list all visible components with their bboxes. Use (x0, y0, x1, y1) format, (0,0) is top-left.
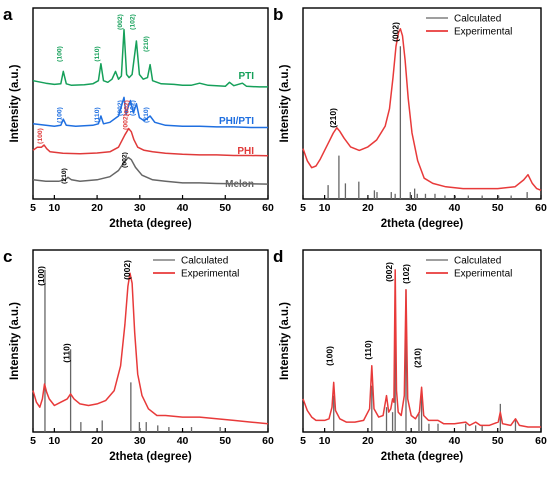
panel-letter: c (3, 247, 12, 266)
peak-label: (210) (328, 108, 338, 128)
peak-label: (210) (143, 107, 150, 123)
series-line-phi (32, 127, 269, 157)
y-axis-label: Intensity (a.u.) (9, 302, 21, 380)
legend-label: Calculated (454, 256, 501, 267)
x-tick-label: 50 (219, 202, 231, 214)
legend-label: Experimental (454, 27, 512, 38)
peak-label: (002) (121, 152, 128, 168)
peak-label: (002) (123, 100, 130, 116)
series-line-pti (32, 28, 268, 88)
panel-d: d 5 10 20 30 40 50 60 2theta (degree) Intensity (… (273, 247, 547, 463)
x-tick-label: 20 (362, 435, 374, 447)
series-name-label: Melon (225, 179, 254, 190)
peak-label: (110) (62, 343, 72, 363)
peak-label: (102) (129, 100, 136, 116)
x-tick-label: 60 (262, 202, 274, 214)
x-tick-label: 30 (405, 435, 417, 447)
panel-letter: a (3, 5, 13, 24)
x-tick-label: 30 (405, 202, 417, 214)
x-tick-label: 50 (492, 435, 504, 447)
panel-a: a 5 10 20 30 40 50 60 2theta (degree) Intensity (… (3, 5, 274, 230)
peak-label: (002) (122, 260, 132, 280)
x-tick-label: 10 (319, 435, 331, 447)
peak-label: (100) (325, 346, 335, 366)
plot-frame (32, 249, 269, 433)
x-tick-label: 5 (30, 435, 36, 447)
plot-frame (302, 7, 542, 200)
x-tick-label: 60 (262, 435, 274, 447)
panel-c: c 5 10 20 30 40 50 60 2theta (degree) Intensity (… (3, 247, 274, 463)
x-tick-label: 40 (449, 202, 461, 214)
x-tick-label: 50 (492, 202, 504, 214)
x-tick-label: 50 (219, 435, 231, 447)
x-tick-label: 30 (134, 202, 146, 214)
peak-label: (210) (143, 36, 150, 52)
peak-label: (210) (413, 348, 423, 368)
x-axis-label: 2theta (degree) (109, 451, 192, 463)
series-line-melon (32, 156, 269, 185)
panel-b: b 5 10 20 30 40 50 60 2theta (degree) Intensity (… (273, 5, 547, 230)
x-tick-label: 10 (49, 435, 61, 447)
peak-label: (110) (94, 46, 101, 62)
x-axis-label: 2theta (degree) (381, 218, 464, 230)
experimental-line (302, 28, 542, 191)
peak-label: (100) (56, 107, 63, 123)
x-axis-label: 2theta (degree) (381, 451, 464, 463)
legend-label: Calculated (181, 256, 228, 267)
legend-label: Experimental (181, 269, 239, 280)
x-tick-label: 5 (300, 435, 306, 447)
x-axis-label: 2theta (degree) (109, 218, 192, 230)
peak-label: (100) (36, 266, 46, 286)
x-tick-label: 10 (49, 202, 61, 214)
peak-label: (210) (61, 168, 68, 184)
peak-label: (102) (129, 14, 136, 30)
y-axis-label: Intensity (a.u.) (9, 64, 21, 142)
x-tick-label: 60 (535, 435, 547, 447)
series-name-label: PHI (237, 146, 254, 157)
experimental-line (302, 269, 541, 428)
peak-label: (110) (94, 107, 101, 123)
x-tick-label: 20 (91, 202, 103, 214)
x-tick-label: 5 (300, 202, 306, 214)
panel-letter: b (273, 5, 283, 24)
peak-label: (002) (384, 262, 394, 282)
peak-label: (110) (363, 340, 373, 360)
x-tick-label: 5 (30, 202, 36, 214)
x-tick-label: 40 (177, 202, 189, 214)
panel-letter: d (273, 247, 283, 266)
peak-label: (100) (37, 128, 44, 144)
peak-label: (002) (123, 114, 130, 130)
legend-label: Experimental (454, 269, 512, 280)
peak-label: (100) (56, 46, 63, 62)
y-axis-label: Intensity (a.u.) (279, 64, 291, 142)
legend-label: Calculated (454, 14, 501, 25)
x-tick-label: 30 (134, 435, 146, 447)
peak-label: (002) (117, 14, 124, 30)
y-axis-label: Intensity (a.u.) (279, 302, 291, 380)
peak-label: (002) (117, 100, 124, 116)
experimental-line (32, 272, 269, 425)
x-tick-label: 40 (177, 435, 189, 447)
series-name-label: PTI (238, 71, 254, 82)
peak-label: (102) (401, 264, 411, 284)
peak-label: (002) (390, 22, 400, 42)
series-line-phi-pti (32, 96, 268, 129)
x-tick-label: 10 (319, 202, 331, 214)
x-tick-label: 20 (91, 435, 103, 447)
x-tick-label: 40 (449, 435, 461, 447)
plot-frame (32, 7, 269, 200)
x-tick-label: 60 (535, 202, 547, 214)
series-name-label: PHI/PTI (219, 116, 254, 127)
x-tick-label: 20 (362, 202, 374, 214)
